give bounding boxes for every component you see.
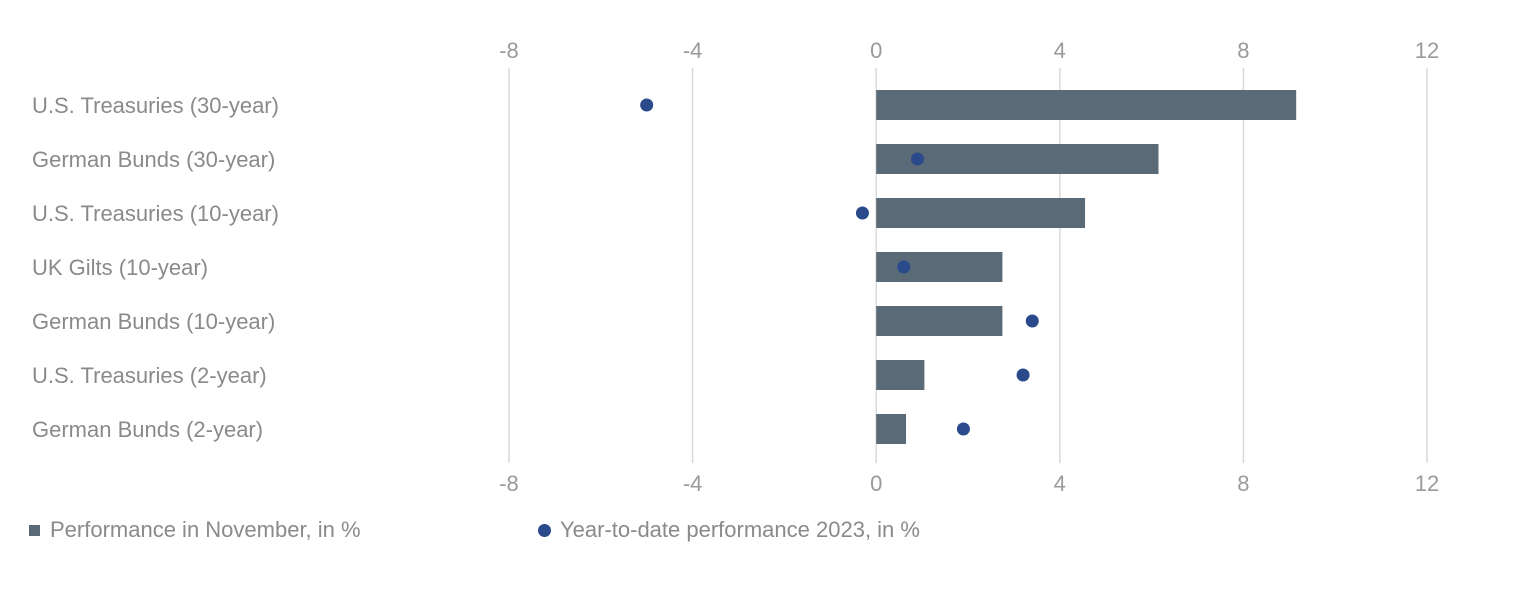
bottom-tick-label: 0 [870,471,882,496]
november-bar [876,198,1086,228]
ytd-dot [897,260,911,274]
legend: Performance in November, in % Year-to-da… [0,517,1535,547]
bottom-tick-label: 8 [1237,471,1249,496]
top-tick-label: 4 [1054,38,1066,63]
bottom-tick-label: 4 [1054,471,1066,496]
november-bar [876,90,1297,120]
category-label: U.S. Treasuries (2-year) [32,363,267,388]
ytd-dot [911,152,925,166]
november-bar [876,414,907,444]
ytd-dots [640,98,1039,436]
ytd-dot [640,98,654,112]
legend-label-ytd: Year-to-date performance 2023, in % [560,517,920,542]
november-bar [876,252,1003,282]
bottom-tick-label: -4 [683,471,703,496]
top-tick-label: -4 [683,38,703,63]
ytd-dot [1016,368,1030,382]
ytd-dot [1025,314,1039,328]
top-axis-ticks: -8 -4 0 4 8 12 [499,38,1439,63]
category-labels: U.S. Treasuries (30-year) German Bunds (3… [32,93,279,442]
top-tick-label: 12 [1415,38,1439,63]
bottom-axis-ticks: -8 -4 0 4 8 12 [499,471,1439,496]
bottom-tick-label: 12 [1415,471,1439,496]
legend-label-november: Performance in November, in % [50,517,361,542]
bottom-tick-label: -8 [499,471,519,496]
top-tick-label: 8 [1237,38,1249,63]
category-label: U.S. Treasuries (10-year) [32,201,279,226]
bond-performance-chart: -8 -4 0 4 8 12 -8 -4 0 4 8 12 U.S. Treasuries (30-… [32,38,1439,496]
ytd-dot [855,206,869,220]
category-label: German Bunds (10-year) [32,309,275,334]
legend-square-marker [29,524,40,536]
category-label: U.S. Treasuries (30-year) [32,93,279,118]
november-bars [876,90,1297,444]
legend-item-november: Performance in November, in % [29,517,361,543]
november-bar [876,306,1003,336]
november-bar [876,360,925,390]
category-label: German Bunds (2-year) [32,417,263,442]
top-tick-label: -8 [499,38,519,63]
category-label: German Bunds (30-year) [32,147,275,172]
category-label: UK Gilts (10-year) [32,255,208,280]
legend-item-ytd: Year-to-date performance 2023, in % [538,517,920,543]
top-tick-label: 0 [870,38,882,63]
legend-dot-marker [538,523,551,537]
ytd-dot [956,422,970,436]
